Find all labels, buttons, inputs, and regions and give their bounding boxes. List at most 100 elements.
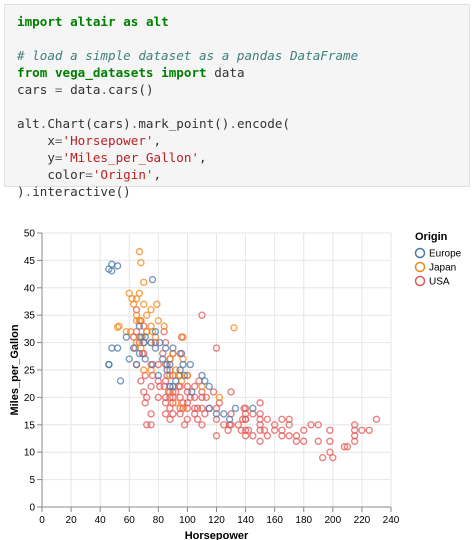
data-point[interactable] bbox=[314, 421, 322, 429]
data-point[interactable] bbox=[241, 426, 250, 434]
scatter-chart[interactable]: 0 20 40 60 80 100 120 140 160 180 200 220 240 0 5 10 15 2… bbox=[0, 220, 474, 540]
data-point[interactable] bbox=[176, 366, 184, 374]
data-point[interactable] bbox=[244, 426, 253, 434]
data-point[interactable] bbox=[329, 453, 337, 462]
data-point[interactable] bbox=[256, 399, 264, 407]
legend-symbol[interactable] bbox=[414, 261, 426, 273]
data-point[interactable] bbox=[172, 377, 180, 385]
data-point[interactable] bbox=[193, 404, 202, 413]
data-point[interactable] bbox=[140, 322, 148, 330]
data-point[interactable] bbox=[190, 393, 199, 402]
data-point[interactable] bbox=[132, 295, 141, 303]
data-point[interactable] bbox=[300, 437, 308, 445]
data-point[interactable] bbox=[166, 404, 174, 413]
data-point[interactable] bbox=[358, 426, 366, 434]
data-point[interactable] bbox=[125, 355, 133, 363]
data-point[interactable] bbox=[180, 371, 189, 380]
data-point[interactable] bbox=[263, 432, 272, 440]
data-point[interactable] bbox=[231, 404, 240, 413]
data-point[interactable] bbox=[166, 360, 174, 369]
data-point[interactable] bbox=[172, 399, 180, 407]
data-point[interactable] bbox=[135, 322, 144, 330]
data-point[interactable] bbox=[148, 360, 157, 369]
data-point[interactable] bbox=[141, 355, 149, 363]
data-point[interactable] bbox=[108, 260, 116, 268]
data-point[interactable] bbox=[238, 415, 247, 424]
data-point[interactable] bbox=[135, 289, 144, 297]
data-point[interactable] bbox=[190, 382, 199, 391]
data-point[interactable] bbox=[129, 344, 138, 352]
data-point[interactable] bbox=[326, 426, 334, 434]
legend-label[interactable]: USA bbox=[429, 277, 450, 288]
data-point[interactable] bbox=[137, 377, 145, 385]
data-point[interactable] bbox=[113, 262, 122, 270]
data-point[interactable] bbox=[186, 360, 195, 369]
data-point[interactable] bbox=[105, 360, 113, 369]
data-point[interactable] bbox=[154, 371, 163, 380]
data-point[interactable] bbox=[224, 426, 232, 434]
data-point[interactable] bbox=[147, 421, 155, 429]
data-point[interactable] bbox=[198, 382, 206, 391]
data-point[interactable] bbox=[198, 404, 206, 413]
data-point[interactable] bbox=[135, 349, 144, 358]
data-point[interactable] bbox=[172, 366, 180, 374]
data-point[interactable] bbox=[163, 360, 171, 369]
data-point[interactable] bbox=[326, 448, 334, 456]
data-point[interactable] bbox=[147, 338, 155, 347]
data-point[interactable] bbox=[202, 393, 211, 402]
data-point[interactable] bbox=[241, 415, 250, 424]
data-point[interactable] bbox=[169, 410, 177, 418]
data-point[interactable] bbox=[256, 437, 264, 445]
data-point[interactable] bbox=[209, 388, 218, 396]
data-point[interactable] bbox=[198, 311, 206, 319]
data-point[interactable] bbox=[135, 247, 144, 256]
data-point[interactable] bbox=[132, 338, 141, 347]
data-point[interactable] bbox=[188, 388, 196, 396]
data-point[interactable] bbox=[161, 410, 170, 418]
data-point[interactable] bbox=[166, 382, 174, 391]
data-point[interactable] bbox=[116, 377, 125, 385]
data-point[interactable] bbox=[256, 410, 264, 418]
data-point[interactable] bbox=[260, 426, 269, 434]
data-point[interactable] bbox=[154, 393, 163, 402]
data-point[interactable] bbox=[132, 316, 141, 325]
data-point[interactable] bbox=[201, 410, 209, 418]
data-point[interactable] bbox=[113, 323, 122, 331]
data-point[interactable] bbox=[220, 421, 228, 429]
data-point[interactable] bbox=[158, 355, 167, 363]
data-point[interactable] bbox=[220, 410, 228, 418]
data-point[interactable] bbox=[365, 426, 373, 434]
data-point[interactable] bbox=[147, 306, 155, 314]
data-point[interactable] bbox=[212, 410, 221, 418]
data-point[interactable] bbox=[292, 437, 301, 445]
data-point[interactable] bbox=[240, 404, 248, 413]
data-point[interactable] bbox=[340, 443, 349, 451]
data-point[interactable] bbox=[318, 453, 327, 462]
data-point[interactable] bbox=[169, 382, 177, 391]
data-point[interactable] bbox=[230, 324, 238, 332]
data-point[interactable] bbox=[129, 300, 138, 308]
data-point[interactable] bbox=[151, 327, 160, 336]
data-point[interactable] bbox=[212, 344, 221, 352]
data-point[interactable] bbox=[198, 421, 206, 429]
data-point[interactable] bbox=[127, 327, 135, 336]
data-point[interactable] bbox=[132, 360, 141, 369]
data-point[interactable] bbox=[166, 415, 174, 424]
code-block[interactable]: import altair as alt # load a simple dat… bbox=[17, 13, 461, 200]
data-point[interactable] bbox=[263, 415, 272, 424]
data-point[interactable] bbox=[179, 404, 187, 413]
data-point[interactable] bbox=[154, 316, 163, 325]
data-point[interactable] bbox=[183, 399, 192, 407]
data-point[interactable] bbox=[140, 366, 148, 374]
data-point[interactable] bbox=[343, 443, 352, 451]
data-point[interactable] bbox=[142, 311, 151, 319]
legend-symbol[interactable] bbox=[414, 275, 426, 287]
data-point[interactable] bbox=[147, 382, 155, 391]
data-point[interactable] bbox=[201, 377, 209, 385]
data-point[interactable] bbox=[160, 322, 168, 330]
data-point[interactable] bbox=[137, 258, 145, 267]
data-point[interactable] bbox=[198, 371, 206, 380]
data-point[interactable] bbox=[225, 415, 234, 424]
data-point[interactable] bbox=[153, 300, 161, 308]
data-point[interactable] bbox=[176, 393, 184, 402]
